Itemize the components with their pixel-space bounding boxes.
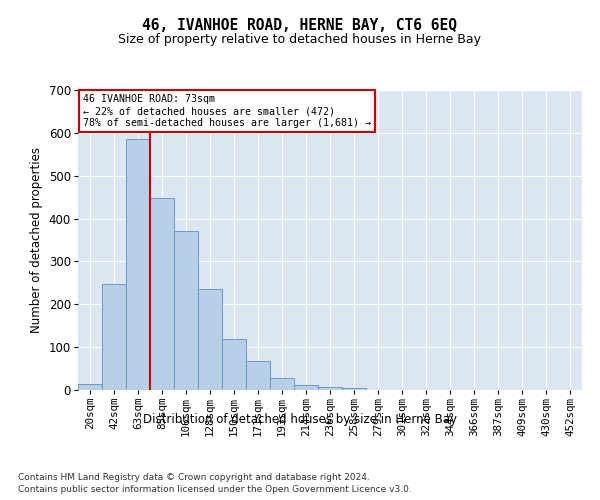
Bar: [319, 386, 341, 390]
Text: Size of property relative to detached houses in Herne Bay: Size of property relative to detached ho…: [119, 32, 482, 46]
Bar: [199, 290, 221, 390]
Bar: [295, 385, 317, 390]
Bar: [343, 388, 365, 390]
Text: Contains HM Land Registry data © Crown copyright and database right 2024.: Contains HM Land Registry data © Crown c…: [18, 472, 370, 482]
Bar: [79, 384, 101, 390]
Bar: [247, 361, 269, 390]
Text: 46 IVANHOE ROAD: 73sqm
← 22% of detached houses are smaller (472)
78% of semi-de: 46 IVANHOE ROAD: 73sqm ← 22% of detached…: [83, 94, 371, 128]
Text: 46, IVANHOE ROAD, HERNE BAY, CT6 6EQ: 46, IVANHOE ROAD, HERNE BAY, CT6 6EQ: [143, 18, 458, 32]
Text: Contains public sector information licensed under the Open Government Licence v3: Contains public sector information licen…: [18, 485, 412, 494]
Bar: [103, 284, 125, 390]
Bar: [151, 198, 173, 390]
Text: Distribution of detached houses by size in Herne Bay: Distribution of detached houses by size …: [143, 412, 457, 426]
Y-axis label: Number of detached properties: Number of detached properties: [30, 147, 43, 333]
Bar: [223, 340, 245, 390]
Bar: [271, 378, 293, 390]
Bar: [175, 230, 197, 390]
Bar: [127, 140, 149, 390]
